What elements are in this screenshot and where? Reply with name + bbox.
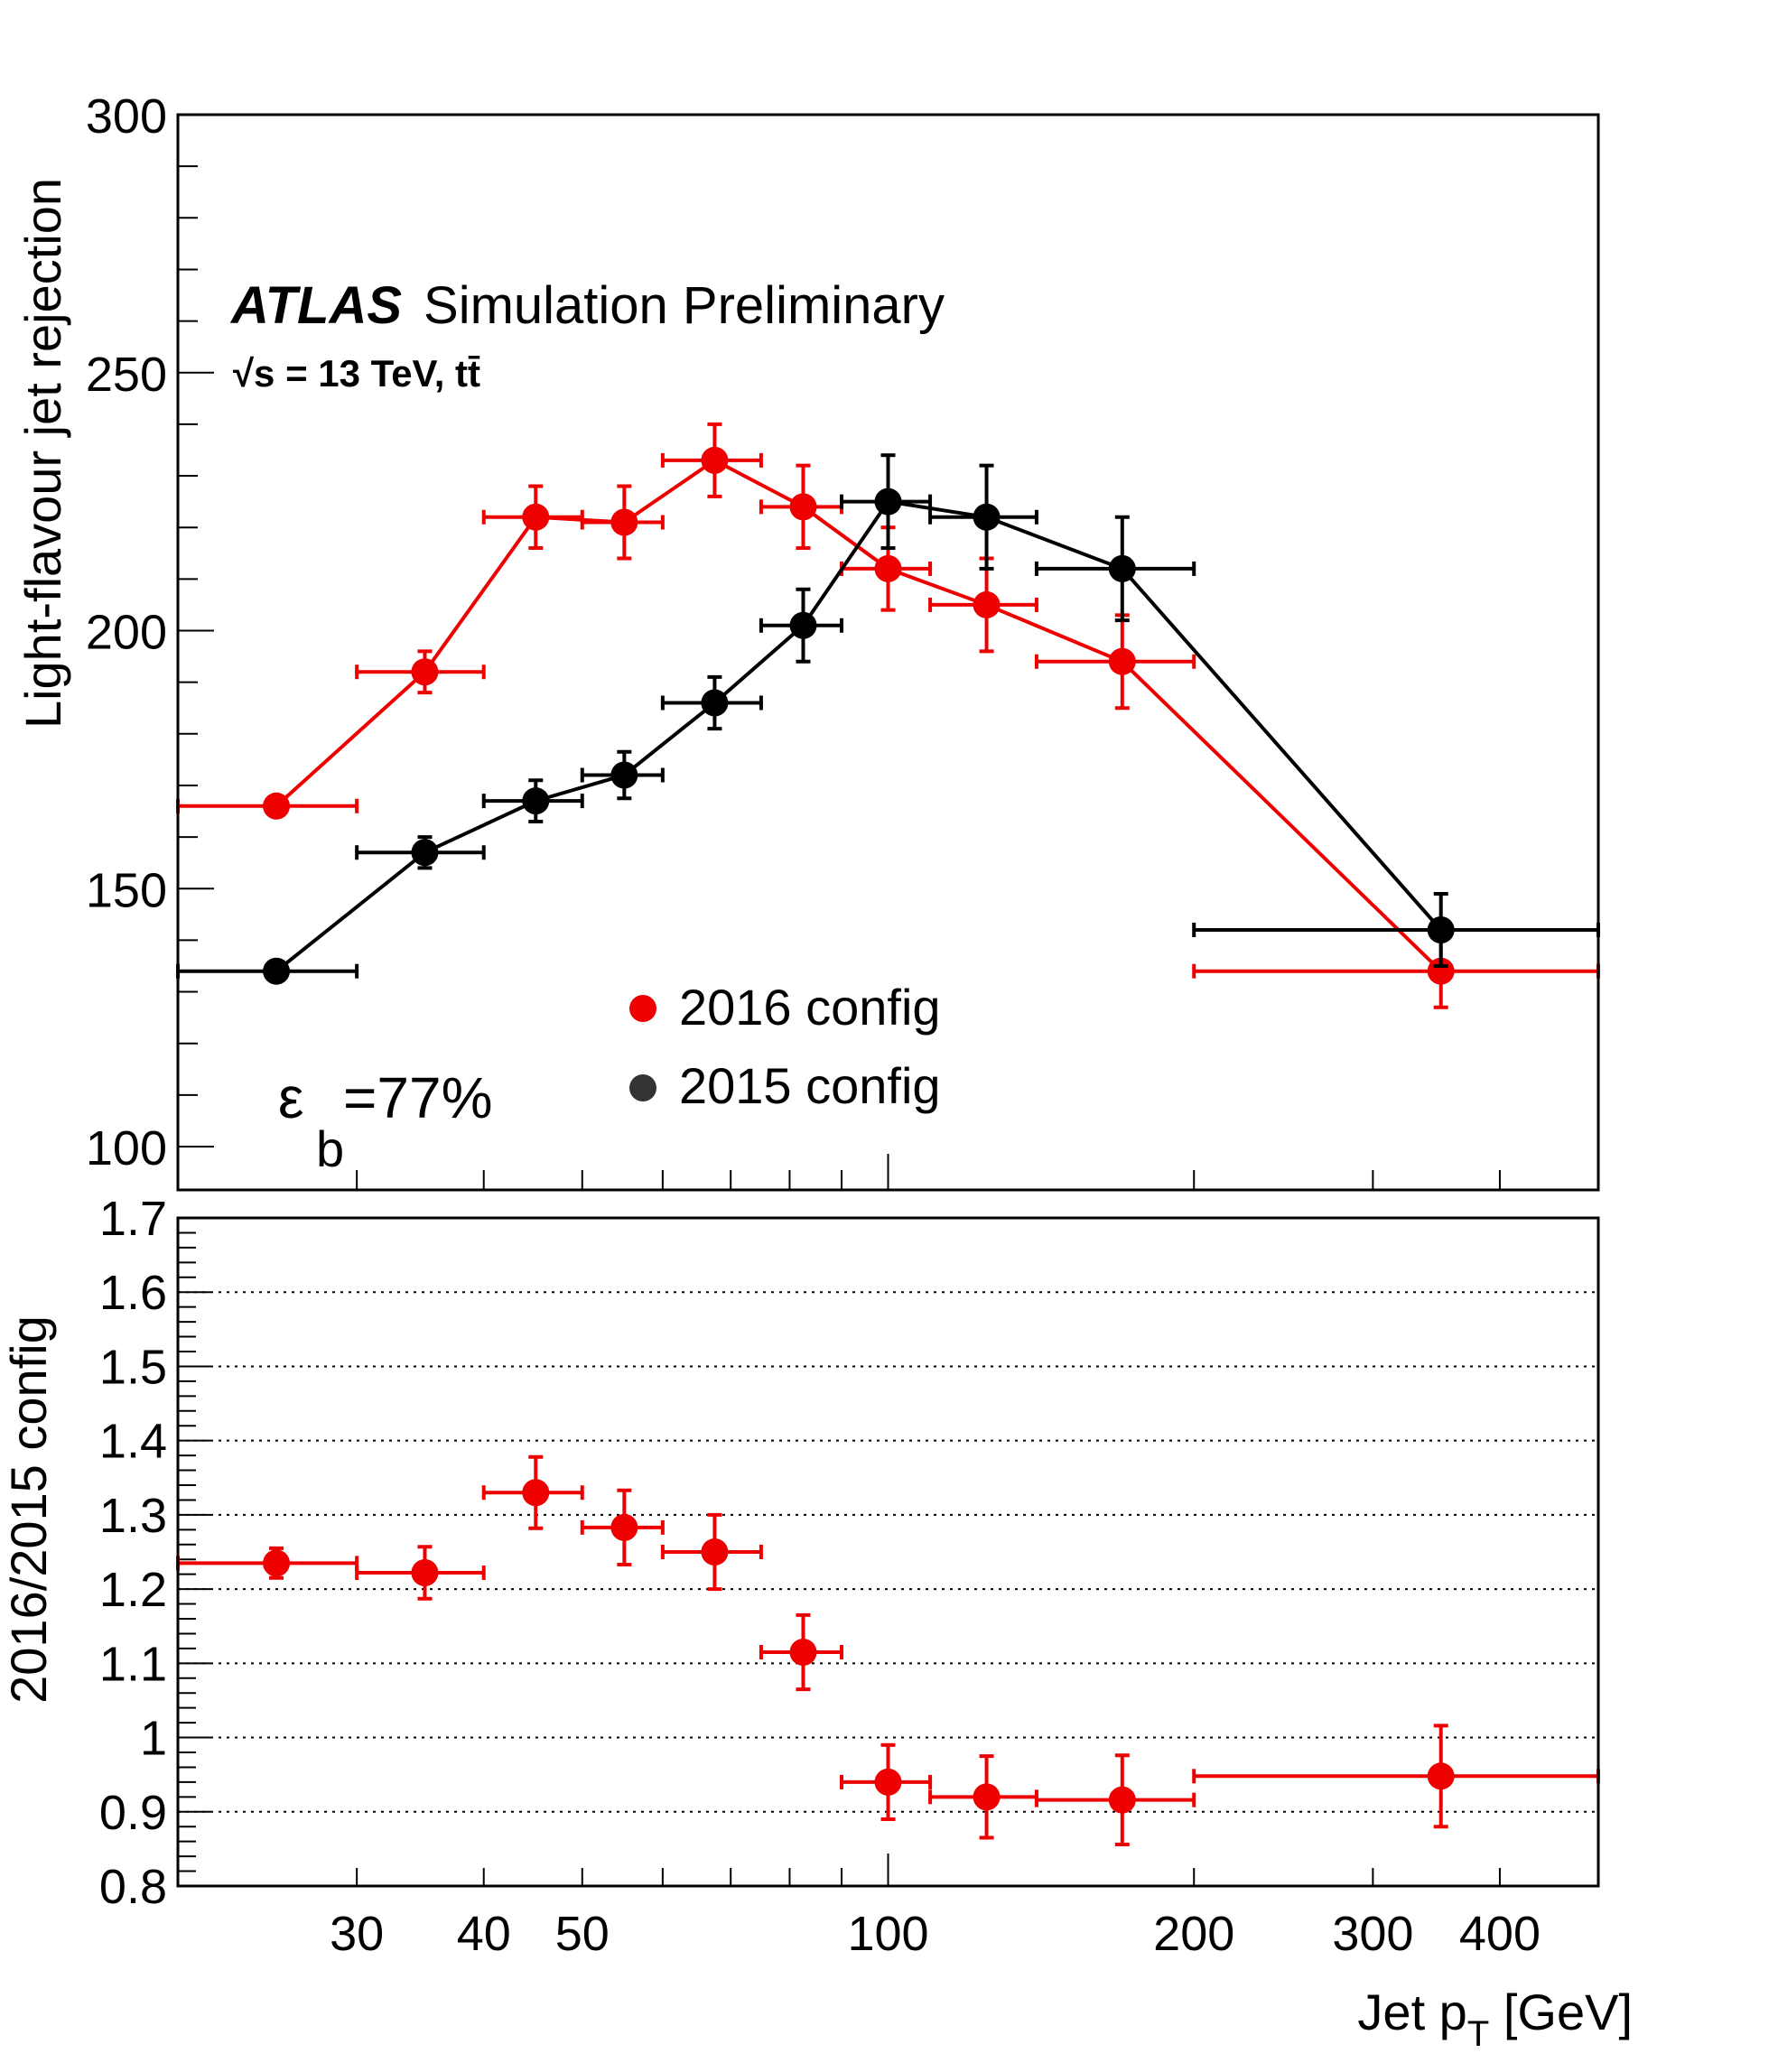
top-y-tick-label: 300 <box>86 89 167 144</box>
bottom-y-tick-label: 1.4 <box>99 1415 167 1469</box>
data-point <box>610 508 638 536</box>
x-axis-title-unit: [GeV] <box>1489 1984 1633 2040</box>
bottom-y-tick-label: 1.7 <box>99 1192 167 1246</box>
bottom-y-tick-label: 1 <box>140 1712 167 1766</box>
bottom-panel-frame <box>176 1216 1600 1888</box>
simulation-label: Simulation Preliminary <box>424 276 945 335</box>
top-y-tick-label: 200 <box>86 606 167 660</box>
bottom-y-tick-label: 1.3 <box>99 1489 167 1543</box>
data-point <box>610 1513 638 1541</box>
x-axis-title: Jet pT [GeV] <box>1357 1984 1633 2054</box>
x-tick-label: 50 <box>555 1907 610 1961</box>
data-point <box>411 839 439 867</box>
data-point <box>263 1549 291 1577</box>
bottom-tick-labels: 0.8 0.9 1 1.1 1.2 1.3 1.4 1.5 1.6 1.7 30 40 50 100 200… <box>99 1192 1541 1961</box>
x-tick-label: 200 <box>1153 1907 1234 1961</box>
bottom-y-tick-label: 0.9 <box>99 1786 167 1840</box>
legend-label-2016: 2016 config <box>679 979 941 1036</box>
data-point <box>973 1783 1001 1811</box>
data-point <box>610 761 638 789</box>
data-point <box>701 446 729 474</box>
data-point <box>1108 647 1136 675</box>
bottom-panel-series <box>176 1454 1600 1846</box>
top-y-tick-label: 250 <box>86 348 167 402</box>
legend-label-2015: 2015 config <box>679 1057 941 1114</box>
bottom-y-tick-label: 1.1 <box>99 1637 167 1691</box>
data-point <box>789 611 817 639</box>
data-point <box>1427 1762 1455 1790</box>
atlas-word: ATLAS <box>229 276 402 335</box>
top-panel-series <box>176 422 1600 1009</box>
data-point <box>522 503 550 531</box>
data-point <box>789 1639 817 1666</box>
data-point <box>789 493 817 521</box>
legend: 2016 config 2015 config <box>629 979 941 1114</box>
data-point <box>973 590 1001 618</box>
top-y-tick-labels: 100 150 200 250 300 <box>86 89 167 1175</box>
data-point <box>411 1559 439 1587</box>
x-tick-label: 30 <box>330 1907 384 1961</box>
data-point <box>522 787 550 815</box>
data-point <box>874 1768 902 1796</box>
bottom-y-tick-label: 0.8 <box>99 1860 167 1914</box>
x-tick-label: 400 <box>1459 1907 1541 1961</box>
series-line <box>275 458 1443 973</box>
efficiency-symbol: ε <box>278 1065 304 1130</box>
legend-marker-2015 <box>629 1074 656 1101</box>
bottom-y-tick-label: 1.6 <box>99 1266 167 1320</box>
data-point <box>874 554 902 582</box>
bottom-panel-grid <box>178 1291 1598 1813</box>
series-line <box>275 499 1443 973</box>
data-point <box>263 792 291 820</box>
data-point <box>874 488 902 516</box>
data-point <box>263 957 291 985</box>
top-y-tick-label: 100 <box>86 1121 167 1175</box>
energy-label: √s = 13 TeV, tt̄ <box>233 352 480 395</box>
top-y-axis-title: Light-flavour jet rejection <box>14 178 71 729</box>
efficiency-label: ε b =77% <box>278 1065 492 1177</box>
efficiency-subscript: b <box>316 1120 344 1177</box>
bottom-y-tick-label: 1.2 <box>99 1563 167 1617</box>
data-point <box>701 689 729 717</box>
data-point <box>701 1538 729 1566</box>
bottom-y-tick-label: 1.5 <box>99 1340 167 1394</box>
top-y-tick-label: 150 <box>86 863 167 917</box>
top-panel-frame <box>176 113 1600 1192</box>
data-point <box>1427 915 1455 943</box>
data-point <box>973 503 1001 531</box>
x-tick-label: 100 <box>847 1907 928 1961</box>
x-axis-title-sub: T <box>1467 2014 1489 2054</box>
data-point <box>1108 1786 1136 1814</box>
data-point <box>522 1479 550 1507</box>
x-tick-label: 300 <box>1332 1907 1413 1961</box>
legend-marker-2016 <box>629 995 656 1022</box>
bottom-y-axis-title: 2016/2015 config <box>0 1315 57 1704</box>
atlas-label: ATLAS Simulation Preliminary <box>229 276 945 335</box>
x-tick-label: 40 <box>457 1907 511 1961</box>
efficiency-value: =77% <box>343 1065 492 1130</box>
data-point <box>411 658 439 686</box>
data-point <box>1108 554 1136 582</box>
x-axis-title-main: Jet p <box>1357 1984 1466 2040</box>
